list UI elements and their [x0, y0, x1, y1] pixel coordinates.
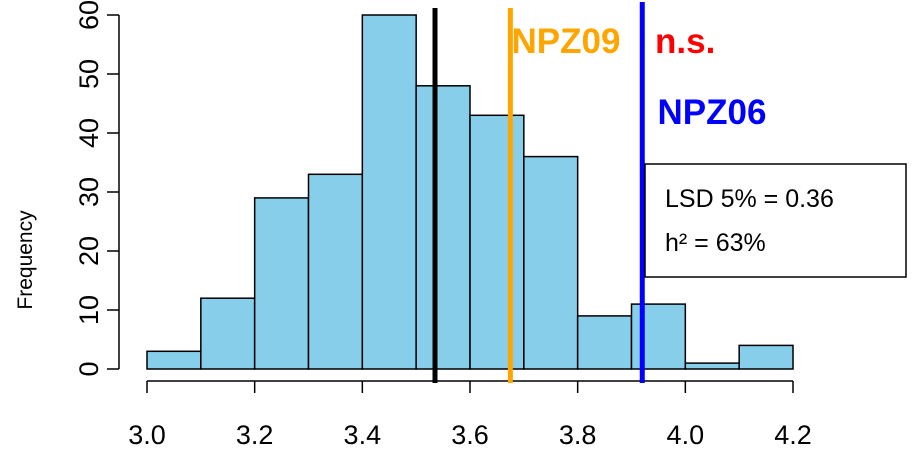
- y-tick-label: 20: [74, 236, 104, 266]
- y-tick-label: 50: [74, 59, 104, 89]
- bar-7: [523, 155, 579, 370]
- bar-1: [200, 297, 256, 370]
- y-tick-label: 0: [74, 361, 104, 376]
- x-tick-label: 4.2: [774, 420, 812, 449]
- x-tick-label: 3.8: [559, 420, 597, 449]
- y-tick-label: 10: [74, 295, 104, 325]
- bar-4: [361, 14, 417, 370]
- x-tick-label: 3.2: [236, 420, 274, 449]
- ns-annotation: n.s.: [655, 22, 715, 61]
- npz09-label: NPZ09: [512, 22, 621, 61]
- npz06-label: NPZ06: [658, 93, 767, 132]
- y-axis: 0 10 20 30 40 50 60: [74, 0, 120, 377]
- y-tick-label: 60: [74, 0, 104, 30]
- x-tick-label: 3.6: [451, 420, 489, 449]
- bar-9: [630, 303, 687, 370]
- x-axis: 3.0 3.2 3.4 3.6 3.8 4.0 4.2: [128, 380, 812, 449]
- stats-box-frame: [644, 163, 907, 278]
- stats-heritability: h² = 63%: [665, 229, 766, 257]
- bar-6: [469, 114, 525, 370]
- y-tick-label: 40: [74, 118, 104, 148]
- y-axis-title: Frequency: [14, 210, 37, 310]
- bar-2: [253, 197, 310, 370]
- stats-lsd: LSD 5% = 0.36: [665, 185, 834, 213]
- bar-10: [684, 362, 740, 370]
- x-tick-label: 3.4: [344, 420, 382, 449]
- stats-box: LSD 5% = 0.36 h² = 63%: [644, 163, 907, 278]
- bar-11: [738, 344, 794, 370]
- x-tick-label: 4.0: [667, 420, 705, 449]
- bar-8: [576, 315, 633, 370]
- x-tick-label: 3.0: [128, 420, 166, 449]
- bar-3: [307, 173, 364, 370]
- reference-lines: [432, 2, 645, 383]
- bar-5: [415, 85, 471, 370]
- y-tick-label: 30: [74, 177, 104, 207]
- bar-0: [146, 350, 202, 370]
